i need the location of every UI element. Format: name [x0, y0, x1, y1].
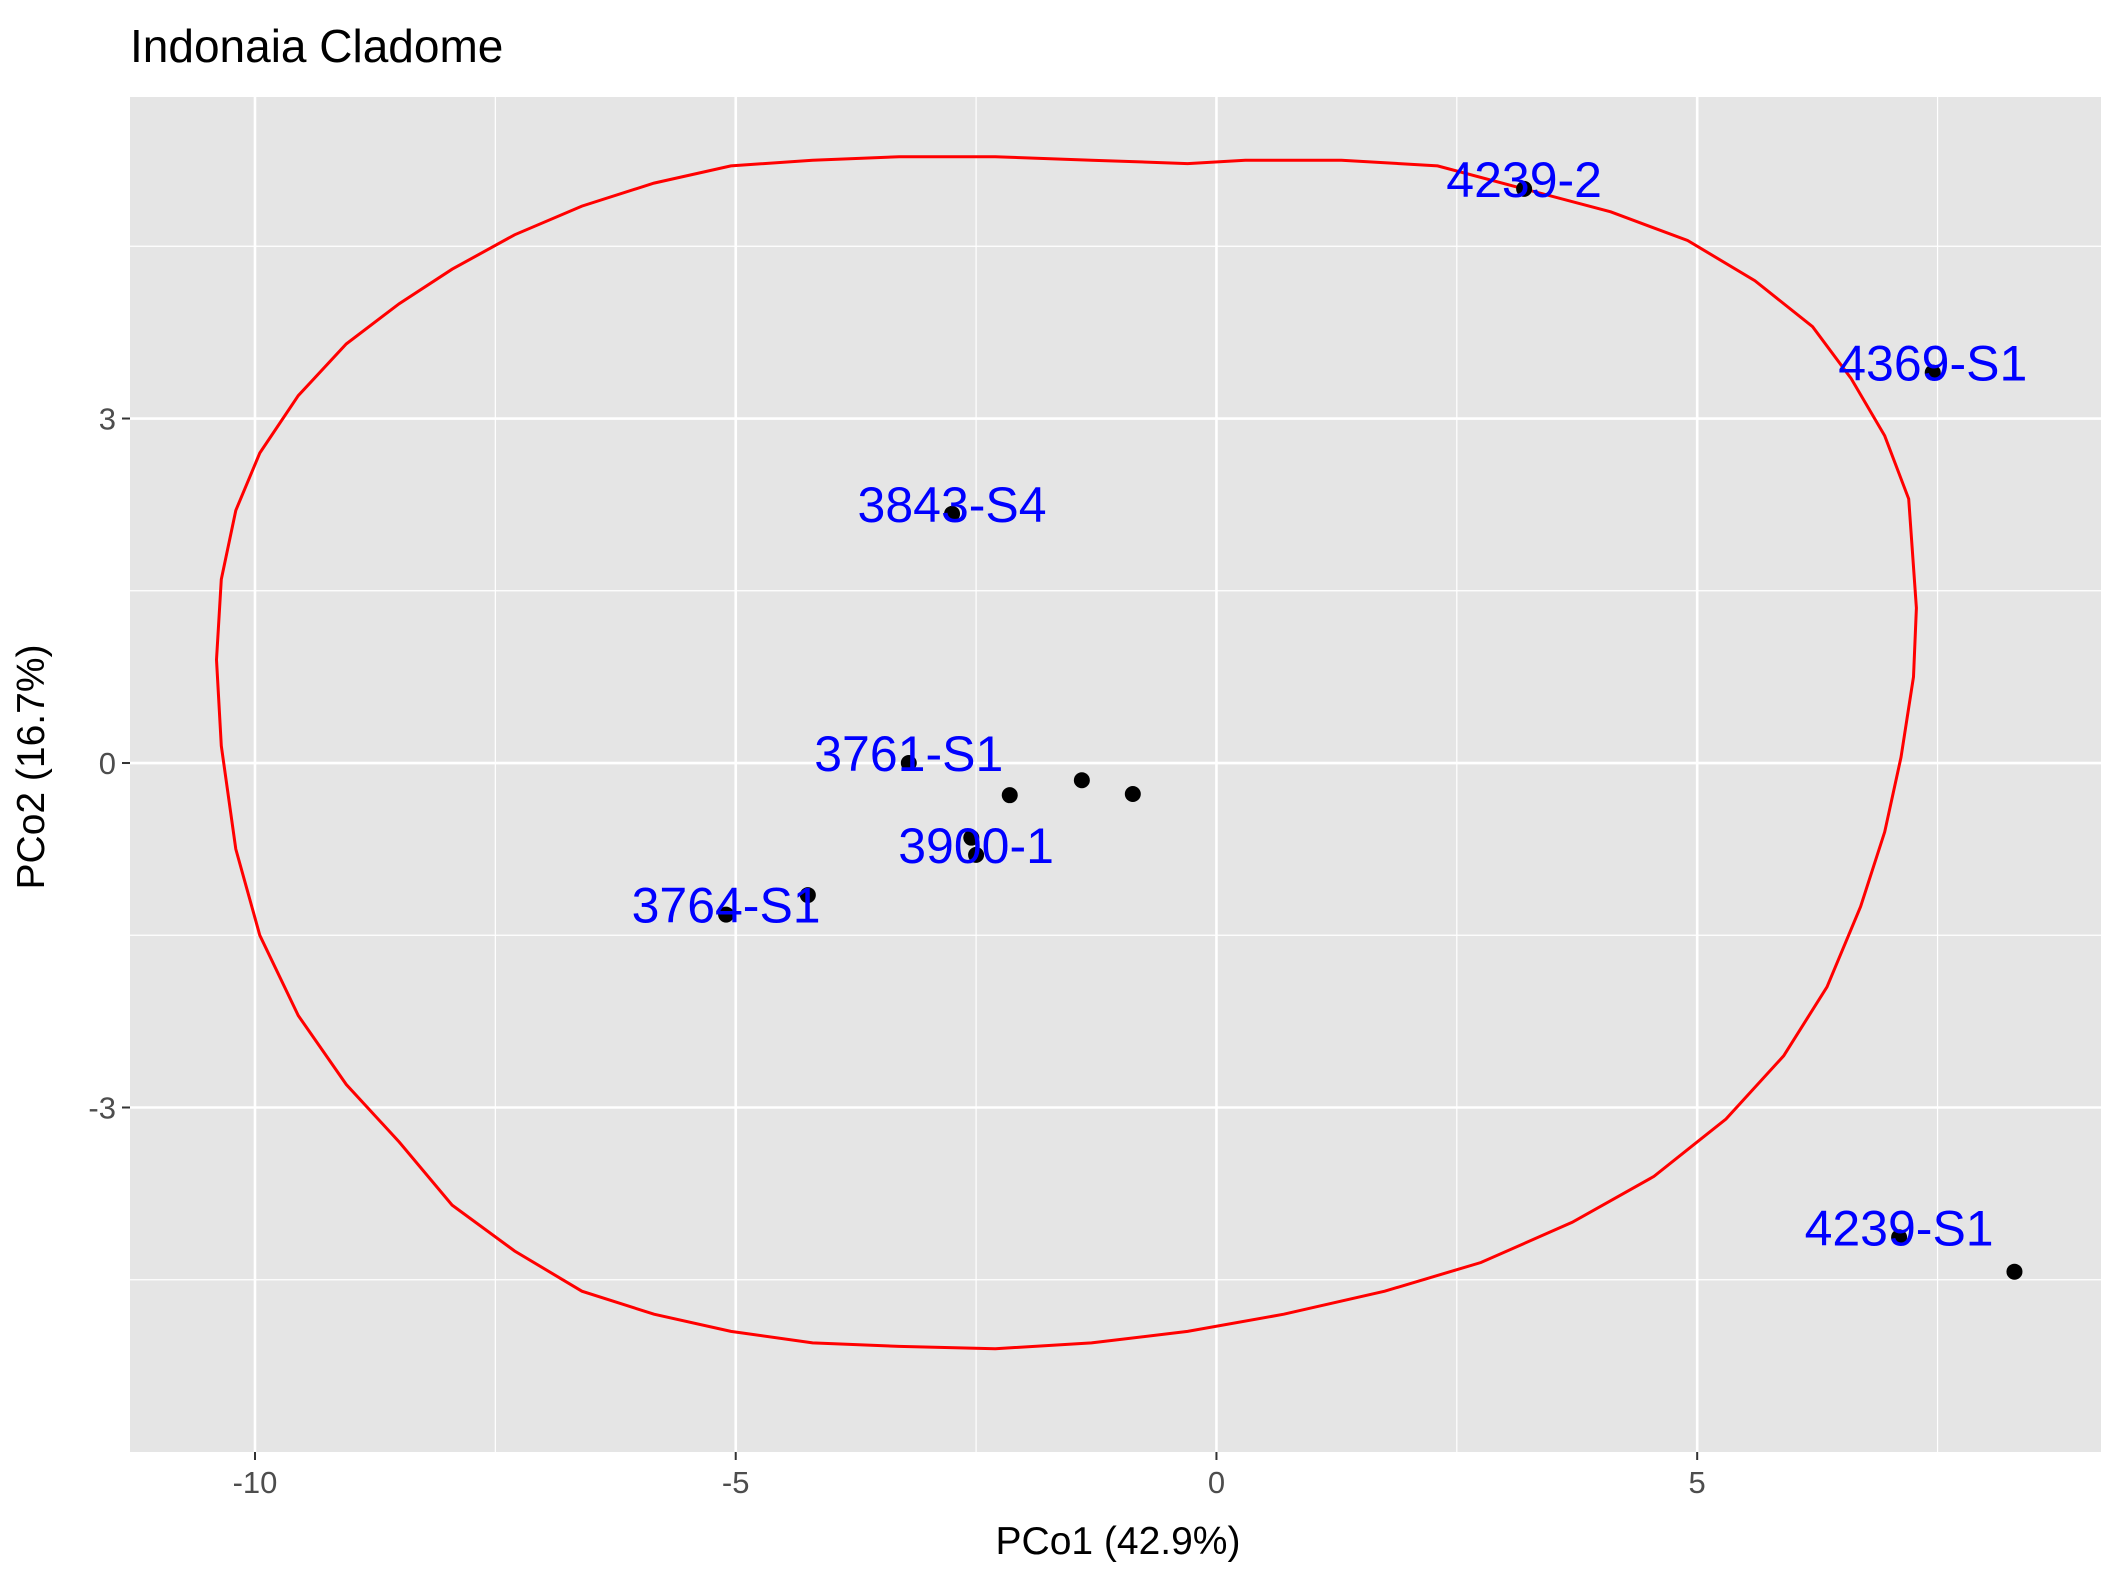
data-point: [2006, 1263, 2023, 1280]
data-point: [1924, 364, 1941, 381]
y-tick-label: 3: [99, 402, 116, 437]
x-tick-label: 0: [1208, 1465, 1225, 1500]
data-point: [1516, 180, 1533, 197]
y-tick-label: 0: [99, 746, 116, 781]
point-label: 4239-S1: [1805, 1200, 1994, 1256]
data-point: [1891, 1229, 1908, 1246]
x-tick-label: -10: [233, 1465, 278, 1500]
y-axis-title: PCo2 (16.7%): [10, 645, 53, 890]
x-tick-label: 5: [1689, 1465, 1706, 1500]
y-axis-ticks: -3 0 3: [88, 402, 130, 1126]
data-point: [968, 846, 985, 863]
point-label: 4369-S1: [1838, 336, 2027, 392]
data-point: [1001, 787, 1018, 804]
point-label: 3761-S1: [814, 726, 1003, 782]
data-point: [963, 829, 980, 846]
x-tick-label: -5: [722, 1465, 750, 1500]
data-point: [944, 505, 961, 522]
x-axis-title: PCo1 (42.9%): [996, 1520, 1241, 1563]
chart-title: Indonaia Cladome: [130, 20, 503, 72]
point-labels: 4239-2 4369-S1 3843-S4 3761-S1 3900-1 3764-S1…: [632, 152, 2028, 1256]
x-axis-ticks: -10 -5 0 5: [233, 1452, 1706, 1500]
data-points: [718, 180, 2023, 1280]
point-label: 3764-S1: [632, 878, 821, 934]
major-gridlines: [130, 97, 2101, 1452]
data-point: [799, 887, 816, 904]
plot-panel: [130, 97, 2101, 1452]
point-label: 4239-2: [1446, 152, 1602, 208]
minor-gridlines: [130, 97, 2101, 1452]
data-point: [900, 755, 917, 772]
confidence-ellipse: [214, 155, 1918, 1351]
data-point: [1124, 786, 1141, 803]
data-point: [718, 906, 735, 923]
y-tick-label: -3: [88, 1091, 116, 1126]
point-label: 3843-S4: [858, 477, 1047, 533]
point-label: 3900-1: [898, 818, 1054, 874]
data-point: [1073, 772, 1090, 789]
